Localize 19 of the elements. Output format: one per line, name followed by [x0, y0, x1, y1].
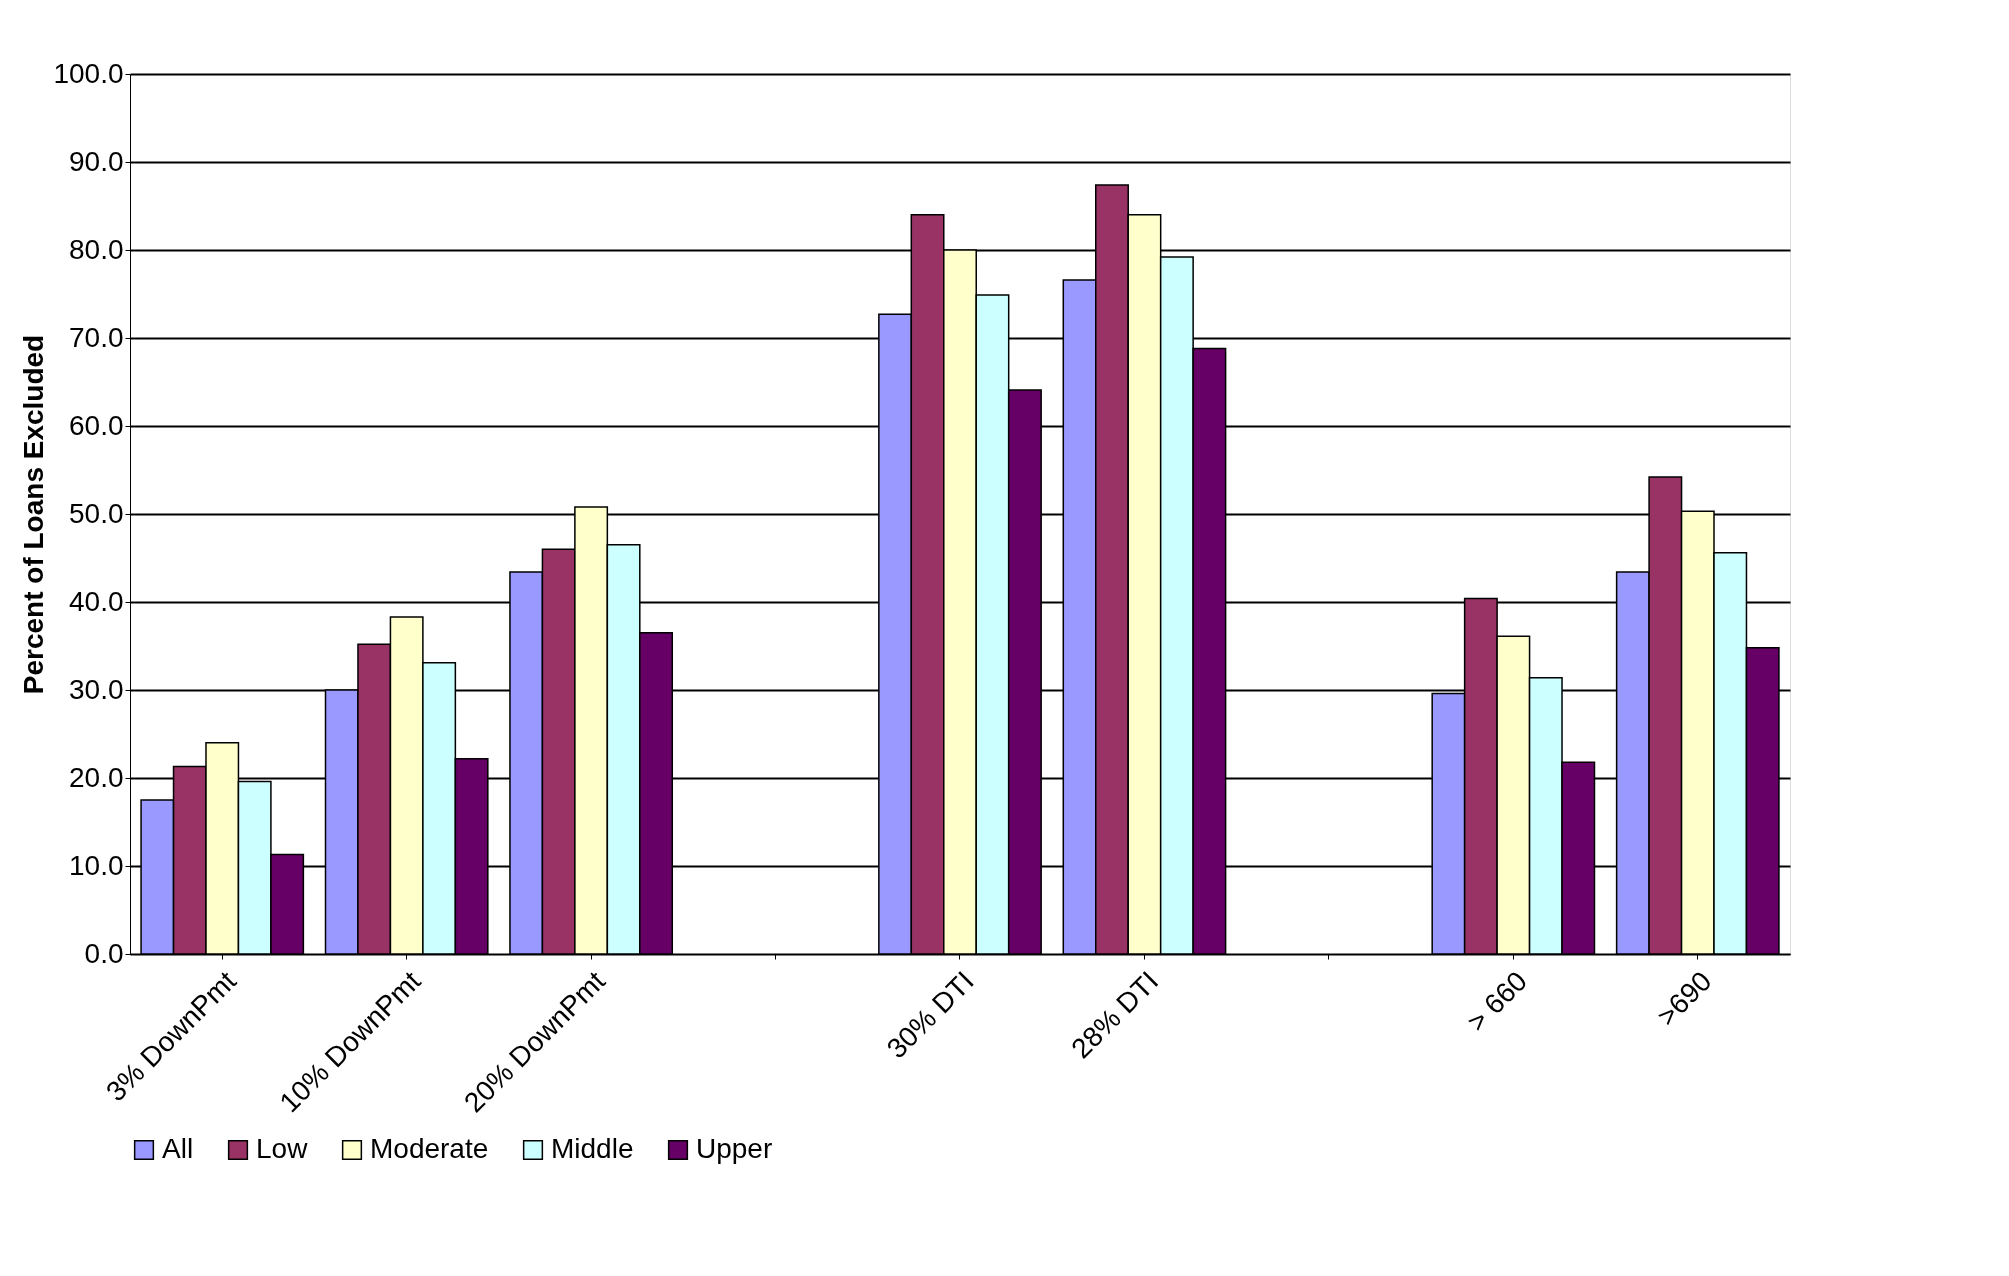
y-tick-label: 20.0	[69, 761, 124, 793]
legend-label: Middle	[551, 1133, 634, 1164]
y-tick-label: 100.0	[53, 57, 124, 89]
legend-label: All	[162, 1133, 194, 1164]
legend-label: Moderate	[370, 1133, 489, 1164]
x-tick-label: > 660	[1461, 965, 1534, 1038]
y-tick-label: 0.0	[84, 937, 124, 969]
y-axis-title: Percent of Loans Excluded	[18, 334, 50, 695]
y-tick-label: 90.0	[69, 145, 124, 177]
legend-label: Low	[256, 1133, 309, 1164]
y-tick-label: 80.0	[69, 233, 124, 265]
y-tick-label: 50.0	[69, 497, 124, 529]
legend-label: Upper	[696, 1133, 773, 1164]
x-tick-label: 30% DTI	[880, 965, 980, 1065]
y-tick-label: 10.0	[69, 849, 124, 881]
y-tick-label: 60.0	[69, 409, 124, 441]
y-tick-label: 40.0	[69, 585, 124, 617]
y-tick-label: 30.0	[69, 673, 124, 705]
y-tick-label: 70.0	[69, 321, 124, 353]
